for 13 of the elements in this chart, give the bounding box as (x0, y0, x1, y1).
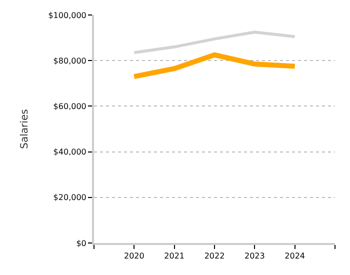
y-axis-title: Salaries (20, 109, 31, 149)
y-tick-label: $40,000 (53, 148, 86, 157)
x-tick-label: 2021 (164, 252, 185, 261)
y-tick-label: $20,000 (53, 193, 86, 202)
y-tick-label: $0 (76, 238, 86, 248)
line-series (132, 30, 296, 54)
x-tick-label: 2020 (124, 252, 144, 261)
x-tick-label: 2022 (204, 252, 225, 261)
x-tick-label: 2023 (244, 252, 265, 261)
y-tick-label: $60,000 (53, 102, 86, 111)
y-tick-label: $80,000 (53, 56, 86, 66)
y-tick-label: $100,000 (48, 10, 86, 20)
x-tick-label: 2024 (284, 252, 306, 261)
